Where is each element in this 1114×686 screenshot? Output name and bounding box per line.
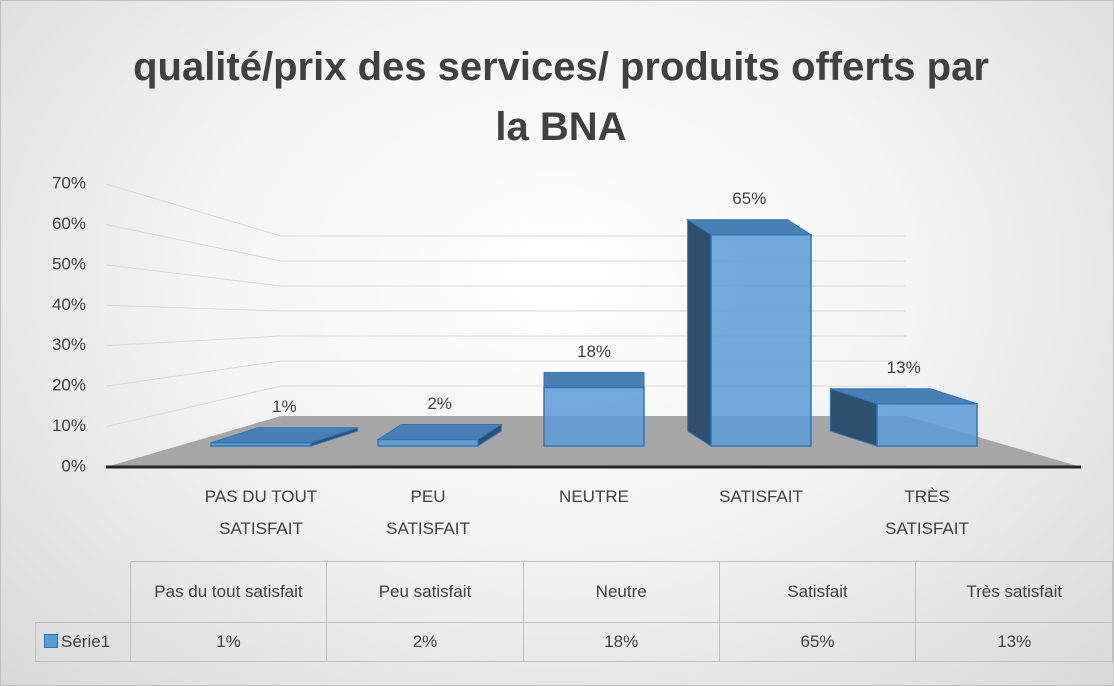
table-header-row: Pas du tout satisfait Peu satisfait Neutre… bbox=[35, 561, 1113, 623]
bar-side bbox=[687, 218, 712, 447]
table-header: Satisfait bbox=[718, 561, 917, 623]
table-row-label: Série1 bbox=[35, 622, 131, 662]
table-cell: 65% bbox=[718, 622, 917, 662]
table-corner bbox=[35, 561, 131, 623]
bar-group bbox=[543, 372, 645, 447]
data-label: 1% bbox=[272, 397, 297, 416]
data-label: 65% bbox=[732, 189, 766, 208]
data-label: 18% bbox=[577, 342, 611, 361]
x-tick-label: TRÈS SATISFAIT bbox=[885, 487, 969, 538]
data-table: Pas du tout satisfait Peu satisfait Neutre… bbox=[35, 561, 1113, 662]
y-tick-label: 50% bbox=[52, 254, 86, 273]
table-cell: 2% bbox=[326, 622, 524, 662]
table-header: Peu satisfait bbox=[326, 561, 524, 623]
table-header: Neutre bbox=[522, 561, 720, 623]
data-label: 13% bbox=[887, 358, 921, 377]
bar-group bbox=[685, 218, 813, 447]
y-tick-label: 20% bbox=[52, 376, 86, 395]
x-tick-label: SATISFAIT bbox=[719, 487, 803, 506]
table-cell: 13% bbox=[915, 622, 1113, 662]
bar-group bbox=[210, 427, 359, 447]
table-header: Très satisfait bbox=[915, 561, 1113, 623]
x-tick-label: PEU SATISFAIT bbox=[386, 487, 470, 538]
table-row: Série1 1% 2% 18% 65% 13% bbox=[35, 622, 1113, 662]
bar-group bbox=[376, 423, 503, 447]
data-label: 2% bbox=[427, 394, 452, 413]
chart-title: qualité/prix des services/ produits offe… bbox=[133, 45, 989, 149]
y-tick-label: 10% bbox=[52, 416, 86, 435]
y-tick-label: 40% bbox=[52, 295, 86, 314]
legend-key bbox=[44, 634, 58, 648]
x-tick-label: PAS DU TOUT SATISFAIT bbox=[204, 487, 318, 538]
bar bbox=[377, 438, 479, 447]
table-header: Pas du tout satisfait bbox=[129, 561, 328, 623]
table-cell: 1% bbox=[129, 622, 328, 662]
y-tick-label: 60% bbox=[52, 214, 86, 233]
bar bbox=[876, 403, 978, 447]
table-cell: 18% bbox=[522, 622, 720, 662]
bar bbox=[543, 386, 645, 447]
x-tick-label: NEUTRE bbox=[559, 487, 629, 506]
y-tick-label: 30% bbox=[52, 335, 86, 354]
bar bbox=[210, 442, 312, 447]
bar-top bbox=[543, 372, 645, 388]
bar bbox=[710, 234, 812, 447]
y-tick-label: 70% bbox=[52, 173, 86, 192]
legend-label: Série1 bbox=[61, 632, 111, 651]
bar-group bbox=[829, 388, 978, 447]
y-tick-label: 0% bbox=[61, 456, 86, 475]
